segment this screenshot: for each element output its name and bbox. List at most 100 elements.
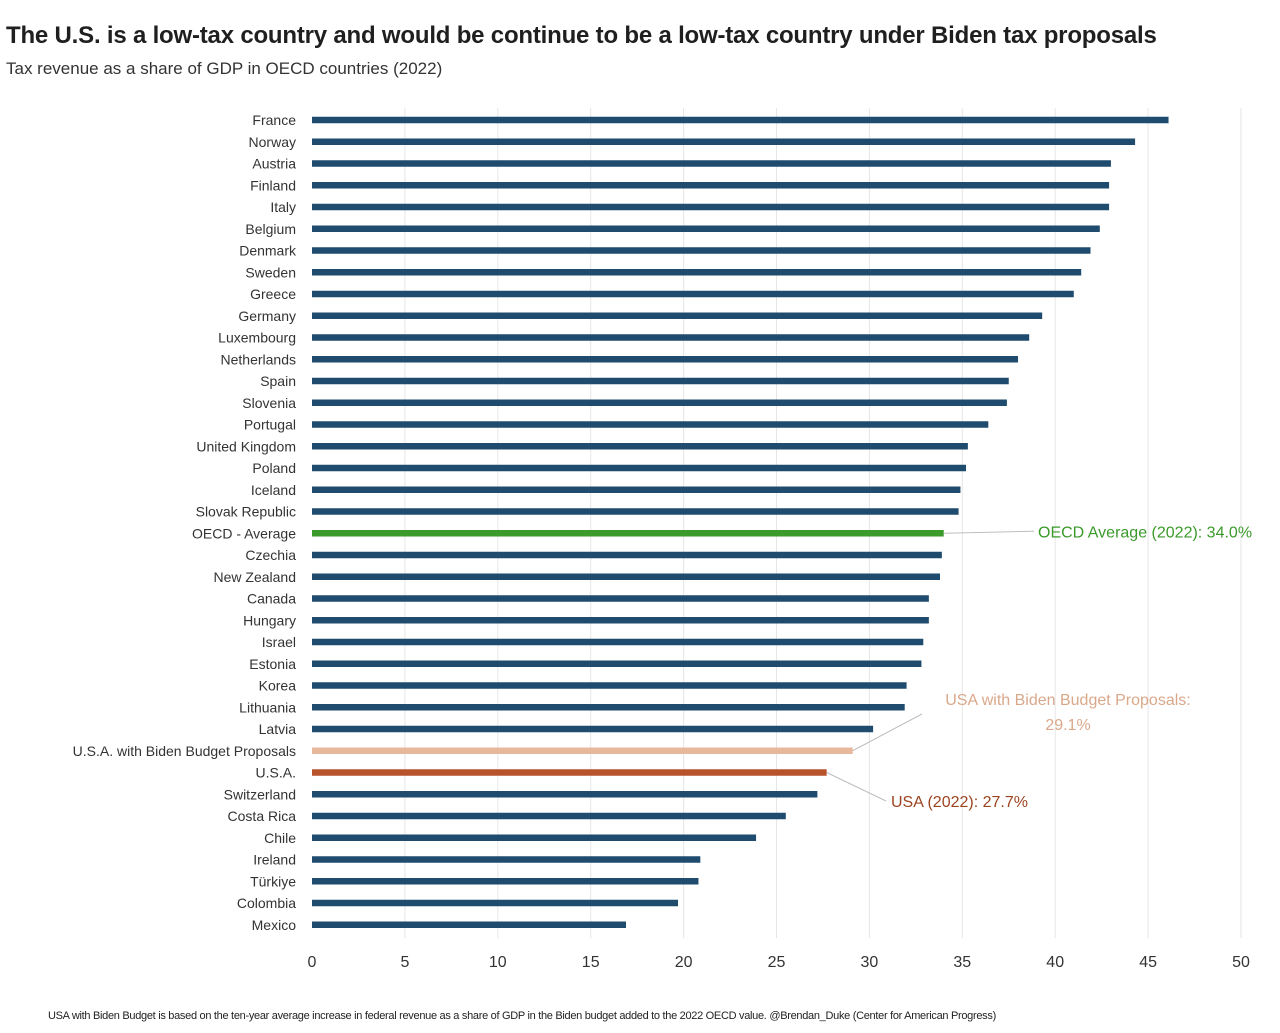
category-label: Costa Rica	[228, 808, 297, 824]
category-label: Luxembourg	[218, 330, 296, 346]
x-tick-label: 0	[308, 954, 317, 971]
bar	[312, 704, 905, 711]
annotation-leader-line	[826, 772, 887, 802]
category-label: Finland	[250, 177, 296, 193]
category-label: Spain	[260, 373, 296, 389]
x-tick-label: 40	[1046, 954, 1064, 971]
bar	[312, 160, 1111, 167]
bar	[312, 399, 1007, 406]
bar	[312, 203, 1110, 211]
chart-title: The U.S. is a low-tax country and would …	[6, 22, 1157, 49]
category-label: Switzerland	[224, 786, 296, 802]
category-label: Türkiye	[250, 873, 296, 889]
bar	[312, 834, 757, 841]
bar	[312, 638, 924, 646]
annotation-leader-line	[943, 530, 1035, 534]
x-tick-label: 10	[489, 954, 507, 971]
category-label: OECD - Average	[192, 525, 296, 541]
category-label: Italy	[270, 199, 296, 215]
bar	[312, 334, 1030, 341]
bar	[312, 617, 929, 624]
category-label: United Kingdom	[196, 438, 296, 454]
x-tick-label: 30	[861, 954, 879, 971]
category-label: Belgium	[245, 221, 296, 237]
category-label: Austria	[252, 156, 296, 172]
bar	[312, 595, 929, 602]
category-label: Latvia	[259, 721, 297, 737]
bar	[312, 530, 944, 537]
category-label: Israel	[262, 634, 296, 650]
category-label: Colombia	[237, 895, 296, 911]
chart-footnote: USA with Biden Budget is based on the te…	[48, 1010, 996, 1022]
bar	[312, 290, 1074, 298]
bar	[312, 182, 1110, 189]
bar	[312, 312, 1043, 319]
category-label: Canada	[247, 591, 296, 607]
bar	[312, 769, 827, 776]
category-label: Denmark	[239, 243, 297, 259]
bar	[312, 138, 1136, 145]
chart-subtitle: Tax revenue as a share of GDP in OECD co…	[6, 59, 443, 78]
category-label: Sweden	[245, 264, 296, 280]
annotation-label: USA (2022): 27.7%	[891, 794, 1028, 811]
bar	[312, 660, 922, 667]
annotation-label: USA with Biden Budget Proposals: 29.1%	[945, 692, 1190, 734]
x-tick-label: 5	[400, 954, 409, 971]
annotation-label-line: USA (2022): 27.7%	[891, 794, 1028, 811]
bar	[312, 356, 1019, 363]
x-tick-label: 45	[1139, 954, 1157, 971]
annotation-label-line: OECD Average (2022): 34.0%	[1038, 524, 1252, 541]
category-label: Portugal	[244, 417, 296, 433]
category-label: Czechia	[245, 547, 296, 563]
bar	[312, 878, 699, 885]
annotation-label-line: 29.1%	[1045, 717, 1090, 734]
bar	[312, 443, 968, 450]
category-label: U.S.A.	[256, 765, 296, 781]
bar	[312, 464, 967, 472]
category-label: Korea	[259, 678, 297, 694]
bar	[312, 921, 627, 928]
x-tick-label: 35	[953, 954, 971, 971]
category-label: Iceland	[251, 482, 296, 498]
bar	[312, 573, 941, 580]
category-label: Netherlands	[221, 351, 297, 367]
category-label: Lithuania	[239, 699, 296, 715]
category-label: Norway	[249, 134, 296, 150]
bar	[312, 377, 1009, 385]
category-label: Estonia	[249, 656, 296, 672]
category-label: U.S.A. with Biden Budget Proposals	[73, 743, 296, 759]
x-tick-label: 50	[1232, 954, 1250, 971]
category-label: Slovenia	[242, 395, 296, 411]
category-label: Ireland	[253, 852, 296, 868]
x-tick-label: 15	[582, 954, 600, 971]
category-label: Poland	[252, 460, 296, 476]
annotation-label: OECD Average (2022): 34.0%	[1038, 524, 1252, 541]
bar	[312, 421, 989, 428]
category-label: Chile	[264, 830, 296, 846]
bar	[312, 508, 959, 515]
bar	[312, 682, 907, 689]
category-label: New Zealand	[214, 569, 297, 585]
bar	[312, 725, 874, 733]
bar	[312, 899, 679, 907]
bar	[312, 486, 961, 493]
bar	[312, 247, 1091, 254]
x-tick-label: 20	[675, 954, 693, 971]
bar	[312, 812, 786, 820]
bar	[312, 116, 1169, 124]
bar	[312, 856, 701, 863]
bar	[312, 551, 942, 559]
bar	[312, 225, 1100, 232]
category-label: Mexico	[252, 917, 297, 933]
annotation-label-line: USA with Biden Budget Proposals:	[945, 692, 1190, 709]
bar	[312, 791, 818, 798]
category-label: Slovak Republic	[196, 504, 296, 520]
category-label: France	[252, 112, 296, 128]
category-label: Hungary	[243, 612, 296, 628]
bar	[312, 269, 1082, 276]
category-label: Greece	[250, 286, 296, 302]
category-label: Germany	[238, 308, 296, 324]
x-tick-label: 25	[768, 954, 786, 971]
annotation-leader-line	[852, 713, 923, 752]
